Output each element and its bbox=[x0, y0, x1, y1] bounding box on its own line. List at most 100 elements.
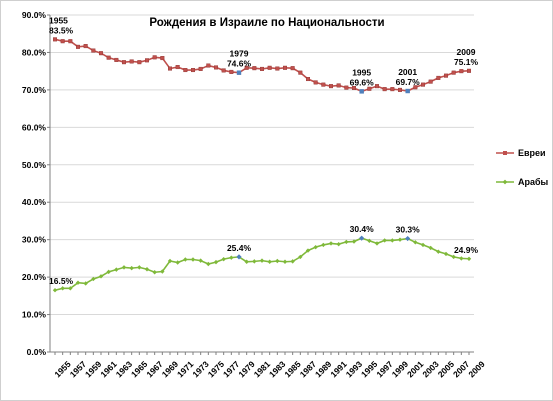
annotation-value: 69.7% bbox=[396, 77, 421, 87]
data-point bbox=[421, 82, 426, 87]
data-point bbox=[213, 65, 218, 70]
data-point bbox=[413, 85, 418, 90]
data-point bbox=[275, 66, 280, 71]
legend-label: Евреи bbox=[518, 148, 546, 158]
data-point bbox=[275, 258, 280, 264]
data-point bbox=[306, 77, 311, 82]
data-point bbox=[183, 257, 188, 262]
chart-title: Рождения в Израиле по Национальности bbox=[149, 17, 384, 29]
annotation-year: 2009 bbox=[457, 47, 476, 57]
legend-swatch-marker bbox=[502, 179, 508, 185]
data-point bbox=[206, 261, 211, 267]
data-point bbox=[321, 82, 326, 87]
series-lines bbox=[52, 37, 472, 293]
data-point bbox=[451, 254, 456, 260]
data-point bbox=[83, 44, 88, 49]
data-point bbox=[137, 60, 142, 65]
data-point bbox=[282, 259, 288, 264]
data-point bbox=[260, 66, 265, 71]
y-tick-label: 60.0% bbox=[22, 122, 47, 132]
annotation-year: 1979 bbox=[230, 49, 249, 59]
data-point bbox=[98, 51, 103, 56]
data-point bbox=[283, 65, 288, 70]
data-point bbox=[428, 245, 433, 251]
data-point bbox=[198, 258, 203, 263]
data-point bbox=[398, 87, 403, 92]
data-point bbox=[52, 288, 58, 293]
y-tick-label: 50.0% bbox=[22, 160, 47, 170]
data-point bbox=[328, 241, 334, 246]
y-axis-ticks: 0.0% 10.0% 20.0% 30.0% 40.0% 50.0% 60.0% 70.0% 8… bbox=[22, 10, 47, 357]
data-point bbox=[106, 269, 111, 275]
data-point bbox=[152, 270, 157, 275]
annotation-year: 1995 bbox=[352, 67, 371, 77]
data-point bbox=[390, 238, 395, 243]
y-tick-label: 90.0% bbox=[22, 10, 47, 20]
data-point bbox=[259, 258, 265, 263]
y-tick-label: 80.0% bbox=[22, 47, 47, 57]
legend-label: Арабы bbox=[518, 177, 549, 187]
data-point bbox=[436, 75, 441, 80]
data-point bbox=[459, 256, 464, 261]
data-point bbox=[298, 254, 303, 260]
data-point bbox=[298, 70, 303, 75]
data-point bbox=[413, 240, 418, 245]
data-point bbox=[390, 87, 395, 92]
data-point bbox=[451, 70, 456, 75]
data-point bbox=[336, 241, 341, 247]
data-point bbox=[367, 86, 372, 91]
annotation-year: 2001 bbox=[398, 67, 417, 77]
data-point bbox=[252, 66, 257, 71]
data-point bbox=[244, 65, 249, 70]
data-point bbox=[267, 65, 272, 70]
highlight-point bbox=[236, 254, 242, 260]
data-point bbox=[183, 68, 188, 73]
data-point bbox=[382, 87, 387, 92]
data-point bbox=[397, 237, 403, 242]
data-point bbox=[160, 269, 165, 274]
data-point bbox=[91, 48, 96, 53]
data-point bbox=[443, 251, 449, 257]
data-point bbox=[352, 86, 357, 91]
annotation-value: 83.5% bbox=[49, 25, 74, 35]
y-tick-label: 40.0% bbox=[22, 197, 47, 207]
data-point bbox=[198, 66, 203, 71]
annotation-value: 24.9% bbox=[454, 245, 479, 255]
data-point bbox=[436, 249, 441, 254]
data-point bbox=[329, 84, 334, 89]
data-point bbox=[75, 44, 80, 49]
highlight-point bbox=[359, 89, 364, 94]
axes bbox=[47, 14, 474, 355]
data-point bbox=[290, 66, 295, 71]
data-point bbox=[382, 238, 387, 243]
annotation-value: 74.6% bbox=[227, 59, 252, 69]
data-point bbox=[305, 248, 311, 253]
data-point bbox=[144, 267, 150, 272]
data-point bbox=[175, 260, 180, 265]
data-point bbox=[313, 244, 318, 250]
y-tick-label: 0.0% bbox=[27, 347, 47, 357]
legend-swatch-marker bbox=[503, 151, 507, 155]
data-point bbox=[313, 80, 318, 85]
data-point bbox=[98, 274, 104, 279]
data-point bbox=[420, 242, 426, 248]
highlight-point bbox=[359, 235, 365, 241]
data-point bbox=[60, 39, 65, 44]
data-point bbox=[175, 65, 180, 70]
y-tick-label: 30.0% bbox=[22, 235, 47, 245]
annotation-value: 30.4% bbox=[350, 224, 375, 234]
data-point bbox=[367, 238, 372, 243]
data-point bbox=[91, 276, 96, 282]
y-tick-label: 70.0% bbox=[22, 85, 47, 95]
data-point bbox=[221, 68, 226, 73]
data-point bbox=[221, 256, 226, 262]
highlight-point bbox=[405, 88, 410, 94]
y-tick-label: 20.0% bbox=[22, 272, 47, 282]
annotation-value: 16.5% bbox=[49, 276, 74, 286]
data-point bbox=[459, 69, 464, 74]
data-point bbox=[229, 255, 234, 260]
data-point bbox=[190, 257, 196, 262]
data-point bbox=[344, 85, 349, 90]
data-point bbox=[336, 83, 341, 88]
